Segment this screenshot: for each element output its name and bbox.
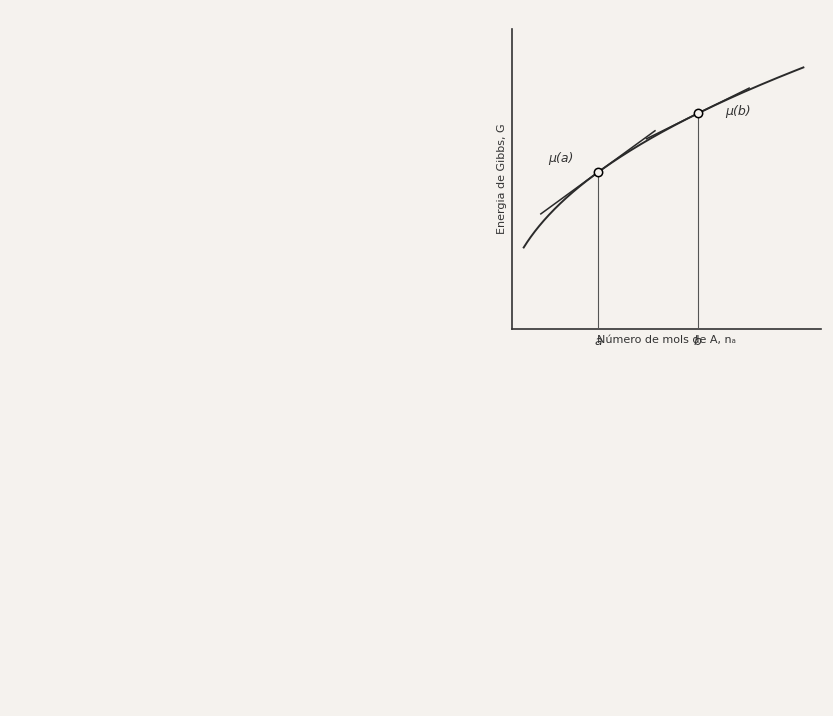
Text: μ(a): μ(a) (548, 152, 573, 165)
Text: a: a (594, 335, 601, 348)
Text: b: b (694, 335, 701, 348)
Text: μ(b): μ(b) (725, 105, 751, 118)
X-axis label: Número de mols de A, nₐ: Número de mols de A, nₐ (597, 335, 736, 345)
Y-axis label: Energia de Gibbs, G: Energia de Gibbs, G (496, 124, 506, 234)
